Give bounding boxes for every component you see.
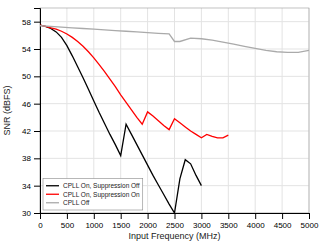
x-tick-label: 0 (38, 221, 43, 230)
x-tick: 1000 (85, 213, 103, 230)
y-tick-mark (34, 186, 40, 187)
y-tick-mark (34, 22, 40, 23)
x-grid-line (174, 8, 175, 213)
chart: 0 500 1000 1500 2000 2500 3000 3500 4000 4500 5000… (0, 0, 322, 243)
y-axis-line (34, 9, 41, 214)
x-tick: 4000 (247, 213, 265, 230)
legend-swatch (46, 185, 59, 186)
x-tick-mark (148, 213, 149, 219)
y-tick: 58 (22, 18, 40, 27)
y-tick-mark (34, 158, 40, 159)
y-tick: 50 (22, 72, 40, 81)
x-grid-line (228, 8, 229, 213)
y-tick-mark (34, 49, 40, 50)
y-grid-line (40, 49, 309, 50)
x-axis-title: Input Frequency (MHz) (128, 231, 220, 241)
y-tick-label: 46 (22, 100, 31, 109)
series-line (40, 25, 228, 138)
y-tick: 34 (22, 182, 40, 191)
x-tick: 3000 (193, 213, 211, 230)
x-tick-mark (67, 213, 68, 219)
x-axis-line (41, 214, 310, 220)
legend-label: CPLL On, Suppression Off (63, 182, 140, 190)
legend-label: CPLL Off (63, 199, 90, 206)
y-tick-mark (34, 76, 40, 77)
x-tick: 2000 (139, 213, 157, 230)
legend-swatch (46, 194, 59, 195)
x-tick-label: 500 (61, 221, 75, 230)
legend-swatch (46, 202, 59, 203)
x-tick-label: 3500 (220, 221, 238, 230)
x-tick-mark (309, 213, 310, 219)
grid (40, 8, 309, 213)
x-tick-mark (282, 213, 283, 219)
x-tick-label: 1000 (85, 221, 103, 230)
x-tick: 4500 (274, 213, 292, 230)
x-grid-line (147, 8, 148, 213)
y-tick: 46 (22, 100, 40, 109)
lines (40, 25, 309, 213)
y-tick-label: 50 (22, 72, 31, 81)
x-tick-label: 5000 (301, 221, 319, 230)
x-tick: 2500 (166, 213, 184, 230)
y-tick-label: 42 (22, 127, 31, 136)
x-tick-mark (175, 213, 176, 219)
x-tick-mark (121, 213, 122, 219)
y-tick-mark (34, 213, 40, 214)
x-grid-line (282, 8, 283, 213)
y-grid-line (40, 103, 309, 104)
y-tick: 38 (22, 154, 40, 163)
x-tick-label: 3000 (193, 221, 211, 230)
y-tick-label: 34 (22, 182, 31, 191)
x-tick-mark (94, 213, 95, 219)
legend-label: CPLL On, Suppression On (63, 191, 140, 199)
x-tick-mark (228, 213, 229, 219)
y-grid-line (40, 131, 309, 132)
x-tick-label: 2000 (139, 221, 157, 230)
y-tick-mark (34, 131, 40, 132)
x-tick-mark (255, 213, 256, 219)
y-grid-line (40, 76, 309, 77)
y-tick-label: 58 (22, 18, 31, 27)
x-tick: 3500 (220, 213, 238, 230)
x-grid-line (255, 8, 256, 213)
x-axis: 0 500 1000 1500 2000 2500 3000 3500 4000 4500 5000 (38, 213, 319, 230)
x-tick-mark (201, 213, 202, 219)
legend: CPLL On, Suppression OffCPLL On, Suppres… (43, 179, 143, 211)
y-tick-label: 54 (22, 45, 31, 54)
x-tick: 5000 (301, 213, 319, 230)
x-tick-label: 4500 (274, 221, 292, 230)
x-tick-label: 4000 (247, 221, 265, 230)
y-axis-title: SNR (dBFS) (2, 85, 12, 135)
y-tick: 30 (22, 209, 40, 218)
y-tick: 54 (22, 45, 40, 54)
y-axis: 30 34 38 42 46 50 54 58 (22, 9, 40, 219)
y-tick: 42 (22, 127, 40, 136)
y-tick-label: 38 (22, 154, 31, 163)
x-tick-label: 2500 (166, 221, 184, 230)
legend-box (43, 179, 143, 211)
y-grid-line (40, 158, 309, 159)
series-line (40, 25, 201, 213)
x-tick: 500 (61, 213, 75, 230)
x-tick: 1500 (112, 213, 130, 230)
y-tick-mark (34, 104, 40, 105)
y-grid-line (40, 21, 309, 22)
plot-frame (40, 8, 309, 213)
x-tick: 0 (38, 213, 43, 230)
y-tick-label: 30 (22, 209, 31, 218)
x-tick-label: 1500 (112, 221, 130, 230)
plot: 0 500 1000 1500 2000 2500 3000 3500 4000 4500 5000… (22, 8, 319, 230)
series-line (40, 26, 309, 53)
